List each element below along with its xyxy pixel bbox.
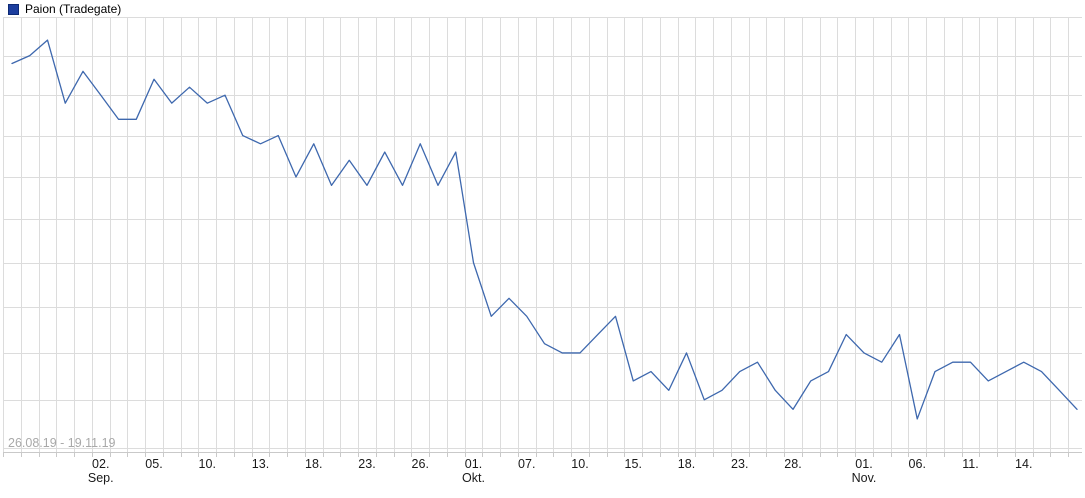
x-axis-label-day: 15. — [625, 457, 642, 471]
x-axis-label-month: Sep. — [88, 471, 114, 485]
series-label: Paion (Tradegate) — [25, 2, 122, 16]
x-axis-label-day: 14. — [1015, 457, 1032, 471]
x-axis-label-day: 13. — [252, 457, 269, 471]
x-axis-label-day: 10. — [571, 457, 588, 471]
x-axis-label-day: 23. — [731, 457, 748, 471]
x-axis-label-day: 07. — [518, 457, 535, 471]
x-axis-labels: 02.Sep.05. 10. 13. 18. 23. 26. 01.Okt.07. 10. 15… — [88, 457, 1033, 485]
x-axis-label-day: 18. — [305, 457, 322, 471]
x-axis-label-day: 05. — [145, 457, 162, 471]
legend: Paion (Tradegate) — [8, 3, 121, 16]
x-axis-label-day: 26. — [412, 457, 429, 471]
x-axis-label-day: 01. — [465, 457, 482, 471]
x-axis-label-day: 23. — [358, 457, 375, 471]
price-line — [11, 39, 1078, 420]
x-axis-label-day: 02. — [92, 457, 109, 471]
x-axis-label-month: Nov. — [852, 471, 877, 485]
series-color-swatch — [8, 4, 19, 15]
x-axis-label-day: 11. — [962, 457, 978, 471]
x-axis-label-day: 28. — [784, 457, 801, 471]
x-axis-label-day: 06. — [909, 457, 926, 471]
x-axis-label-day: 01. — [855, 457, 872, 471]
gridlines — [3, 17, 1082, 453]
x-axis-ticks — [3, 452, 1069, 457]
x-axis-label-day: 18. — [678, 457, 695, 471]
x-axis-label-day: 10. — [199, 457, 216, 471]
x-axis-label-month: Okt. — [462, 471, 485, 485]
date-range-label: 26.08.19 - 19.11.19 — [8, 436, 116, 450]
